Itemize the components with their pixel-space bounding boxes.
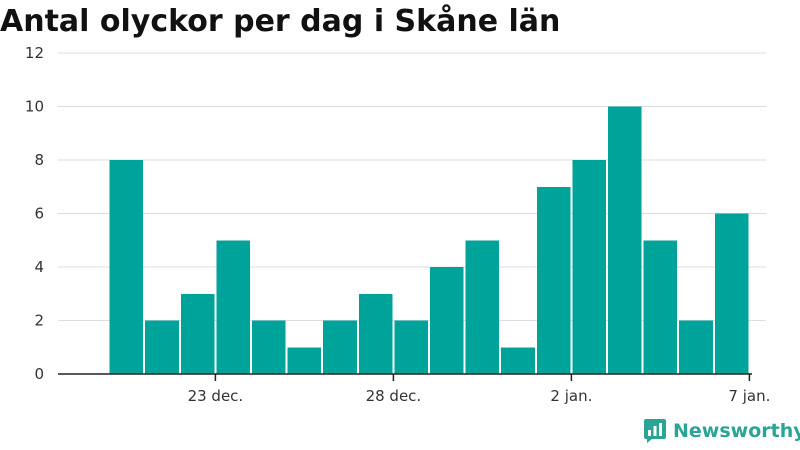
x-tick-label: 28 dec.: [366, 387, 422, 405]
newsworthy-logo-icon: [644, 419, 666, 443]
y-tick-label: 4: [34, 258, 44, 276]
bar: [394, 320, 428, 374]
chart-title: Antal olyckor per dag i Skåne län: [0, 4, 561, 39]
bar: [358, 293, 393, 374]
bar: [679, 320, 713, 374]
bar: [536, 186, 571, 374]
bar: [287, 347, 322, 374]
bar: [109, 160, 144, 374]
bar: [501, 347, 535, 374]
bar: [608, 106, 642, 374]
y-tick-label: 0: [34, 365, 44, 383]
brand: Newsworthy: [643, 418, 800, 444]
y-tick-label: 10: [25, 98, 44, 116]
bar: [323, 320, 357, 374]
bar: [714, 213, 749, 374]
bar: [180, 293, 215, 374]
bar: [145, 320, 179, 374]
bar: [572, 160, 606, 374]
bar: [430, 267, 464, 374]
axes: 0 2 4 6 8 10 12 23 dec. 28 dec. 2 jan. 7 jan.: [25, 44, 770, 405]
bars: [109, 106, 749, 374]
brand-name: Newsworthy: [673, 420, 800, 442]
bar: [643, 240, 678, 374]
x-tick-label: 23 dec.: [188, 387, 244, 405]
bar: [465, 240, 500, 374]
x-tick-label: 7 jan.: [728, 387, 770, 405]
bar: [216, 240, 250, 374]
x-tick-label: 2 jan.: [550, 387, 592, 405]
y-tick-label: 6: [34, 205, 44, 223]
bar: [252, 320, 286, 374]
y-tick-label: 8: [34, 151, 44, 169]
y-tick-label: 2: [34, 312, 44, 330]
y-tick-label: 12: [25, 44, 44, 62]
